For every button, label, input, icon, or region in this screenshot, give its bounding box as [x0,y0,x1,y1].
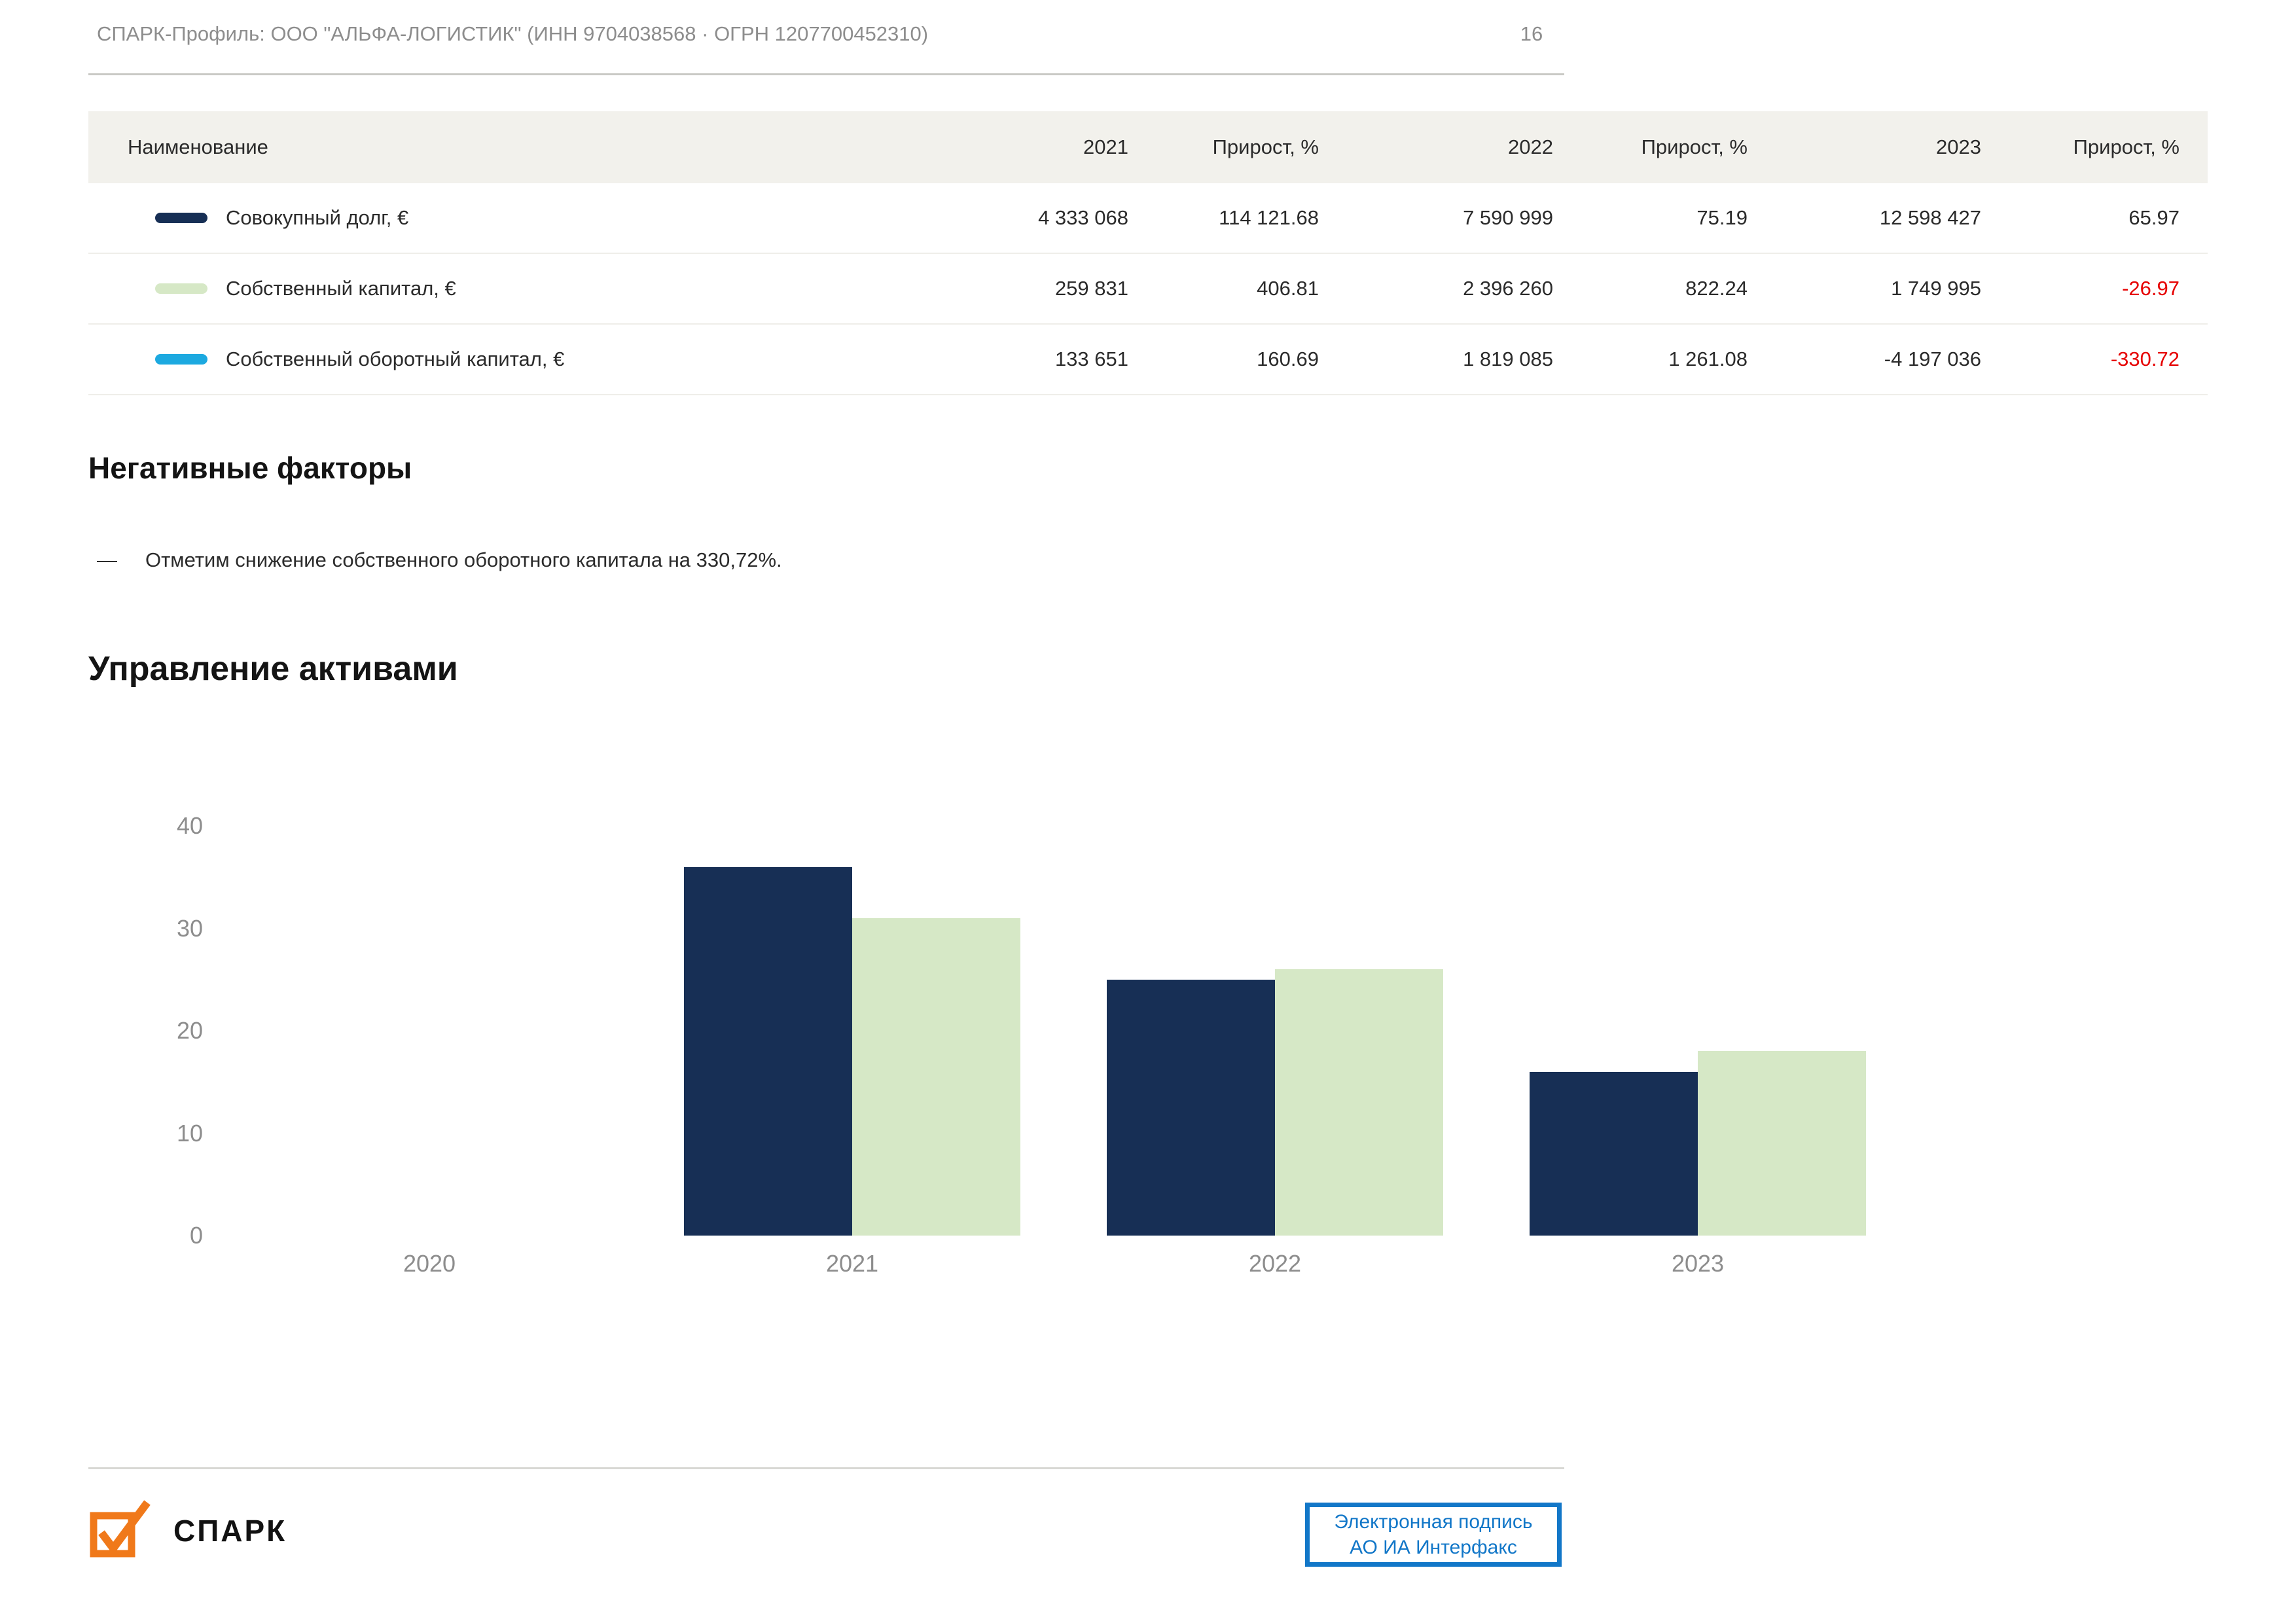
series-color-swatch [155,354,207,365]
signature-line-2: АО ИА Интерфакс [1350,1537,1517,1558]
y-axis-label: 20 [176,1017,203,1044]
column-header-2021: 2021 [1083,135,1128,158]
negative-factor-text: Отметим снижение собственного оборотного… [145,548,782,571]
table-cell-value: 7 590 999 [1463,206,1553,229]
table-cell-value: 1 749 995 [1891,277,1981,300]
column-header-growth-1: Прирост, % [1212,135,1319,158]
bullet-dash-marker: — [97,548,117,571]
table-cell-value: 406.81 [1257,277,1319,300]
negative-factors-heading: Негативные факторы [88,451,412,485]
header-divider [88,73,1564,75]
table-cell-value: -4 197 036 [1884,348,1981,370]
footer-divider [88,1467,1564,1469]
bar-2023-light-green [1698,1051,1866,1236]
bar-2021-navy [684,866,852,1236]
column-header-growth-3: Прирост, % [2073,135,2179,158]
negative-factor-item: — Отметим снижение собственного оборотно… [97,548,782,572]
bar-2022-navy [1107,979,1275,1236]
signature-line-1: Электронная подпись [1334,1511,1533,1533]
table-body: Совокупный долг, € 4 333 068 114 121.68 7 5… [88,183,2208,395]
table-cell-value: 160.69 [1257,348,1319,370]
column-header-growth-2: Прирост, % [1641,135,1748,158]
table-cell-value: 12 598 427 [1879,206,1981,229]
table-cell-value: 65.97 [2128,206,2179,229]
bar-2023-navy [1530,1071,1698,1236]
y-axis-label: 10 [176,1119,203,1147]
table-row: Собственный капитал, € 259 831 406.81 2 396… [88,254,2208,325]
column-header-2023: 2023 [1936,135,1981,158]
table-cell-value: 822.24 [1685,277,1748,300]
table-cell-value: 133 651 [1054,348,1128,370]
financial-table: Наименование 2021 Прирост, % 2022 Прирос… [88,111,2208,395]
table-cell-value: 1 819 085 [1463,348,1553,370]
y-axis-label: 40 [176,812,203,839]
chart-y-axis: 40 30 20 10 0 [79,813,203,1249]
table-row: Совокупный долг, € 4 333 068 114 121.68 7 5… [88,183,2208,254]
x-axis-label: 2020 [403,1250,456,1277]
chart-title: Управление активами [88,650,458,688]
table-row: Собственный оборотный капитал, € 133 651 1… [88,325,2208,395]
y-axis-label: 0 [189,1222,203,1249]
x-axis-label: 2022 [1248,1250,1302,1277]
table-cell-value: 1 261.08 [1668,348,1748,370]
series-color-swatch [155,283,207,294]
row-label: Совокупный долг, € [226,206,409,229]
bar-2021-light-green [852,918,1020,1236]
row-name-cell: Совокупный долг, € [88,206,939,230]
table-cell-value: 114 121.68 [1219,206,1319,229]
table-header-row: Наименование 2021 Прирост, % 2022 Прирос… [88,111,2208,183]
bar-chart: 2020 2021 2022 2023 [218,826,1909,1277]
table-cell-value: 4 333 068 [1038,206,1128,229]
x-axis-label: 2021 [825,1250,879,1277]
electronic-signature-stamp: Электронная подпись АО ИА Интерфакс [1305,1503,1562,1567]
table-cell-value: -26.97 [2122,277,2179,300]
row-name-cell: Собственный капитал, € [88,277,939,300]
table-cell-value: -330.72 [2110,348,2179,370]
x-axis-label: 2023 [1671,1250,1725,1277]
row-label: Собственный капитал, € [226,277,456,300]
table-cell-value: 2 396 260 [1463,277,1553,300]
series-color-swatch [155,213,207,223]
document-title: СПАРК-Профиль: ООО "АЛЬФА-ЛОГИСТИК" (ИНН… [97,22,929,45]
bar-2022-light-green [1275,969,1443,1236]
row-label: Собственный оборотный капитал, € [226,348,565,370]
spark-logo: СПАРК [88,1499,287,1562]
column-header-2022: 2022 [1508,135,1553,158]
table-cell-value: 75.19 [1696,206,1748,229]
table-cell-value: 259 831 [1054,277,1128,300]
logo-text: СПАРК [173,1513,287,1548]
y-axis-label: 30 [176,914,203,942]
row-name-cell: Собственный оборотный капитал, € [88,348,939,371]
page-number: 16 [1520,22,1543,45]
checkbox-check-icon [88,1499,167,1562]
column-header-name: Наименование [128,135,268,158]
